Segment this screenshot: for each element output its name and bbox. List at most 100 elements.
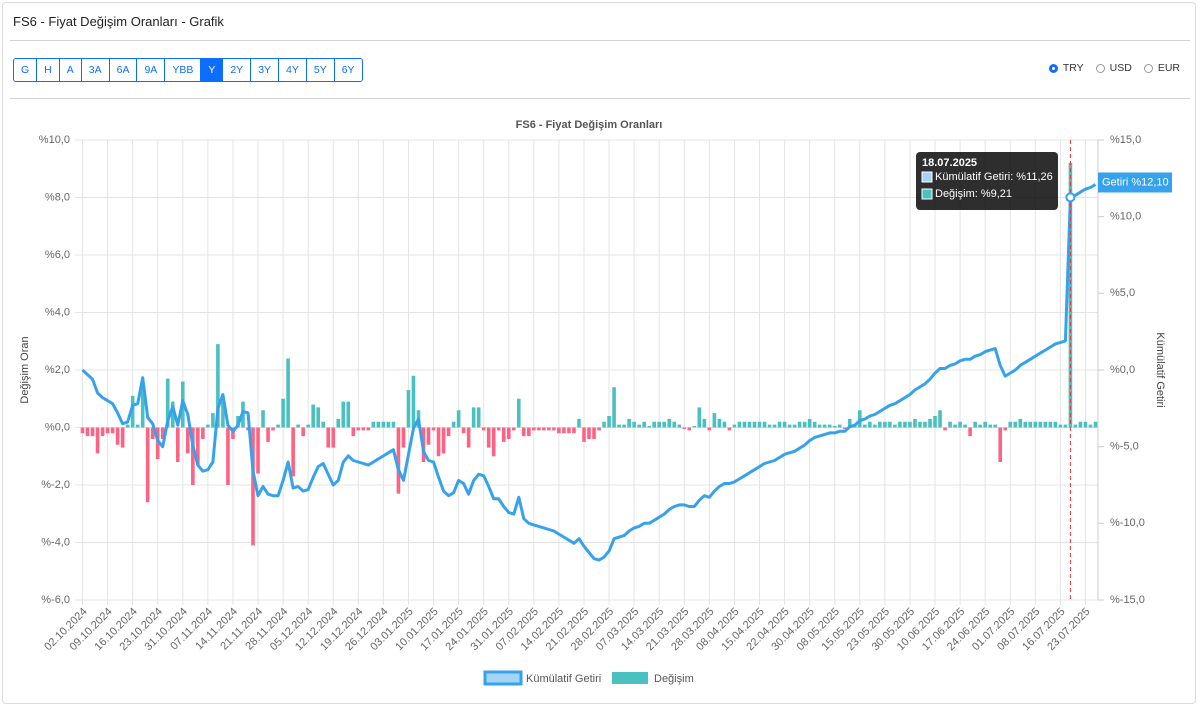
bar xyxy=(873,424,877,428)
bar xyxy=(95,427,100,454)
period-button[interactable]: 4Y xyxy=(278,59,306,81)
bar xyxy=(782,421,787,428)
bar xyxy=(697,407,702,428)
tooltip-swatch xyxy=(921,171,933,183)
bar xyxy=(85,427,90,437)
bar xyxy=(1028,421,1033,428)
currency-label[interactable]: USD xyxy=(1109,62,1132,74)
divider xyxy=(10,40,1190,41)
period-button[interactable]: 3Y xyxy=(250,59,278,81)
bar xyxy=(376,421,381,428)
bar xyxy=(271,427,275,431)
bar xyxy=(832,426,837,428)
bar xyxy=(612,387,616,428)
bar xyxy=(1043,421,1048,428)
bar xyxy=(261,410,265,428)
bar xyxy=(923,421,927,428)
radio-circle[interactable] xyxy=(1095,63,1105,73)
bar xyxy=(888,421,892,428)
bar xyxy=(622,424,626,428)
bar xyxy=(226,427,230,485)
period-button[interactable]: 2Y xyxy=(222,59,250,81)
bar xyxy=(516,398,521,428)
bar xyxy=(1003,427,1008,431)
bar xyxy=(572,427,576,434)
period-button[interactable]: H xyxy=(36,59,59,81)
period-button[interactable]: 9A xyxy=(136,59,164,81)
bar xyxy=(702,418,707,428)
bar xyxy=(1058,424,1063,428)
bar xyxy=(426,427,431,445)
tooltip-swatch xyxy=(921,188,933,200)
y-tick-label: %-6,0 xyxy=(41,594,70,606)
legend-label: Kümülatif Getiri xyxy=(526,673,601,685)
period-button[interactable]: 6Y xyxy=(333,59,362,81)
bar xyxy=(206,424,210,428)
currency-label[interactable]: TRY xyxy=(1062,62,1084,74)
bar xyxy=(196,427,200,465)
radio-circle[interactable] xyxy=(1143,63,1153,73)
currency-radio[interactable]: USD xyxy=(1095,62,1132,74)
bar xyxy=(211,413,215,428)
bar xyxy=(998,427,1003,462)
bar xyxy=(933,416,937,428)
bar xyxy=(787,424,792,428)
bar xyxy=(411,375,416,428)
period-button[interactable]: A xyxy=(58,59,81,81)
bar xyxy=(943,427,947,431)
bar xyxy=(682,427,687,429)
bar xyxy=(762,421,767,428)
bar xyxy=(501,427,506,442)
bar xyxy=(80,427,85,434)
y2-axis-label: Kümülatif Getiri xyxy=(1154,332,1166,407)
bar xyxy=(110,427,115,434)
bar xyxy=(481,427,486,431)
bar xyxy=(431,427,436,431)
radio-circle[interactable] xyxy=(1048,63,1058,73)
bar xyxy=(953,424,957,428)
period-button[interactable]: G xyxy=(21,64,30,76)
currency-label[interactable]: EUR xyxy=(1157,62,1180,74)
bar xyxy=(461,427,466,434)
y2-tick-label: %-10,0 xyxy=(1110,517,1145,529)
bar xyxy=(642,421,646,428)
bar xyxy=(456,410,461,428)
y-tick-label: %0,0 xyxy=(45,421,70,433)
bar xyxy=(988,424,992,428)
bar xyxy=(978,424,982,428)
bar xyxy=(120,427,125,448)
tooltip-line: Kümülatif Getiri: %11,26 xyxy=(935,171,1053,183)
y2-tick-label: %15,0 xyxy=(1110,134,1141,146)
bar xyxy=(486,427,491,448)
bar xyxy=(351,427,356,437)
period-button[interactable]: Y xyxy=(200,59,223,81)
period-buttons: G H A 3A 6A 9A YBB Y 2Y 3Y 4Y 5Y 6Y xyxy=(13,58,363,82)
bar xyxy=(336,418,341,428)
bar xyxy=(777,421,782,428)
period-button[interactable]: 6A xyxy=(108,59,137,81)
bar xyxy=(847,418,852,428)
y-tick-label: %4,0 xyxy=(45,306,70,318)
tooltip-title: 18.07.2025 xyxy=(922,157,977,169)
y-axis-label: Değişim Oran xyxy=(19,336,31,403)
period-button[interactable]: 5Y xyxy=(305,59,334,81)
bar xyxy=(346,401,351,428)
bar xyxy=(90,427,95,437)
bar xyxy=(386,421,391,428)
currency-radio[interactable]: TRY xyxy=(1048,62,1084,74)
bar xyxy=(928,418,932,428)
period-button[interactable]: YBB xyxy=(164,59,200,81)
bar xyxy=(446,427,451,437)
y-tick-label: %8,0 xyxy=(45,191,70,203)
bar xyxy=(737,421,742,428)
currency-radio[interactable]: EUR xyxy=(1143,62,1180,74)
bar xyxy=(963,424,967,428)
bar xyxy=(1063,424,1068,428)
bar xyxy=(306,424,310,428)
bar xyxy=(883,421,887,428)
end-label-box xyxy=(1098,172,1172,193)
period-button[interactable]: 3A xyxy=(80,59,109,81)
bar xyxy=(321,421,326,428)
bar xyxy=(632,421,636,428)
bar xyxy=(757,421,762,428)
